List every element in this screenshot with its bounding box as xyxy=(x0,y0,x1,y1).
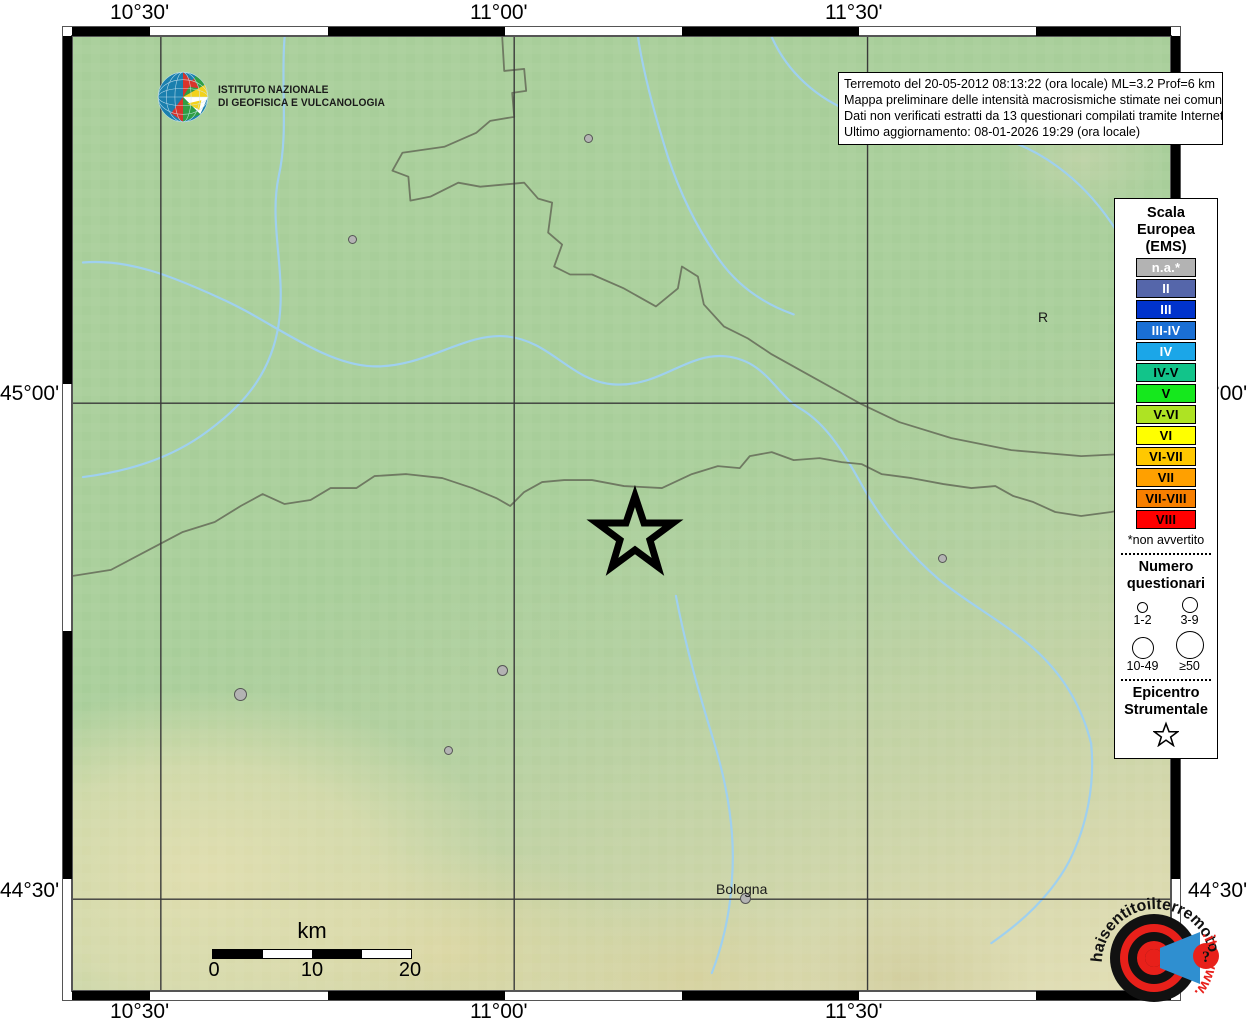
administrative-boundaries-layer xyxy=(73,37,1170,577)
questionnaire-size-label: 10-49 xyxy=(1126,659,1159,673)
legend-epicenter-title-1: Epicentro xyxy=(1132,685,1200,701)
questionnaire-circle-icon xyxy=(1175,631,1204,659)
legend-questionnaire-row: 10-49 ≥50 xyxy=(1119,631,1213,673)
macroseismic-data-point[interactable] xyxy=(347,234,357,244)
legend-epicenter-title-2: Strumentale xyxy=(1124,702,1208,718)
legend-swatch-vii-viii: VII-VIII xyxy=(1136,489,1196,508)
legend-swatch-ii: II xyxy=(1136,279,1196,298)
map-canvas[interactable]: Bologna R xyxy=(72,36,1171,991)
questionnaire-circle-icon xyxy=(1131,637,1154,659)
axis-tick-label-bottom-0: 10°30' xyxy=(110,1000,170,1023)
scale-tick-2: 20 xyxy=(398,959,422,981)
legend-intensity-scale: n.a.* II III III-IV IV IV-V V V-VI VI VI-VII VII VI… xyxy=(1119,258,1213,529)
legend-swatch-viii: VIII xyxy=(1136,510,1196,529)
legend-swatch-iii: III xyxy=(1136,300,1196,319)
axis-tick-label-right-1: 44°30' xyxy=(1188,879,1248,902)
legend-swatch-n-a-: n.a.* xyxy=(1136,258,1196,277)
info-line-data: Dati non verificati estratti da 13 quest… xyxy=(844,109,1223,123)
axis-tick-label-left-0: 45°00' xyxy=(0,382,60,405)
legend-questionnaire-size-1-2: 1-2 xyxy=(1120,602,1166,627)
target-megaphone-icon: ? haisentitoilterremoto .it www. xyxy=(1089,896,1222,1002)
info-line-event: Terremoto del 20-05-2012 08:13:22 (ora l… xyxy=(844,77,1216,91)
ingv-logo: ISTITUTO NAZIONALE DI GEOFISICA E VULCAN… xyxy=(156,70,398,124)
scale-tick-1: 10 xyxy=(300,959,324,981)
legend-questionnaires-title-1: Numero xyxy=(1138,559,1194,575)
axis-tick-label-top-0: 10°30' xyxy=(110,1,170,24)
legend-swatch-vii: VII xyxy=(1136,468,1196,487)
scale-bar-unit: km xyxy=(297,918,327,943)
questionnaire-size-label: 1-2 xyxy=(1133,613,1152,627)
globe-icon xyxy=(157,71,209,123)
axis-tick-label-bottom-2: 11°30' xyxy=(825,1000,883,1023)
axis-tick-label-left-1: 44°30' xyxy=(0,879,60,902)
legend-panel: Scala Europea (EMS) n.a.* II III III-IV IV IV… xyxy=(1114,198,1218,759)
terrain-relief-layer xyxy=(73,37,1170,990)
legend-swatch-v: V xyxy=(1136,384,1196,403)
legend-questionnaire-size-10-49: 10-49 xyxy=(1120,637,1166,673)
epicenter-star-icon[interactable] xyxy=(73,37,1170,990)
legend-questionnaires-title-2: questionari xyxy=(1126,576,1206,592)
info-line-map: Mappa preliminare delle intensità macros… xyxy=(844,93,1223,107)
legend-title-line2: Europea xyxy=(1136,222,1195,238)
axis-tick-label-bottom-1: 11°00' xyxy=(470,1000,528,1023)
legend-swatch-iv-v: IV-V xyxy=(1136,363,1196,382)
legend-questionnaire-row: 1-2 3-9 xyxy=(1119,597,1213,627)
legend-divider-1 xyxy=(1121,553,1211,555)
axis-tick-label-top-2: 11°30' xyxy=(825,1,883,24)
legend-swatch-v-vi: V-VI xyxy=(1136,405,1196,424)
ingv-logo-line2: DI GEOFISICA E VULCANOLOGIA xyxy=(218,97,385,109)
macroseismic-data-point[interactable] xyxy=(233,687,247,701)
axis-tick-label-top-1: 11°00' xyxy=(470,1,528,24)
macroseismic-data-point[interactable] xyxy=(496,664,508,676)
info-line-update: Ultimo aggiornamento: 08-01-2026 19:29 (… xyxy=(844,125,1141,139)
legend-questionnaire-size-≥50: ≥50 xyxy=(1167,631,1213,673)
graticule-layer xyxy=(73,37,1170,990)
map-frame[interactable]: Bologna R Terremoto del 20-05-2012 08:13:… xyxy=(62,26,1223,1002)
svg-text:?: ? xyxy=(1202,949,1210,966)
legend-star-icon xyxy=(1119,721,1213,752)
scale-bar-graphic xyxy=(212,949,412,959)
questionnaire-size-label: 3-9 xyxy=(1180,613,1199,627)
ingv-logo-line1: ISTITUTO NAZIONALE xyxy=(218,83,329,96)
questionnaire-circle-icon xyxy=(1137,602,1148,613)
scale-tick-0: 0 xyxy=(208,959,220,981)
questionnaire-circle-icon xyxy=(1181,597,1198,613)
questionnaire-size-label: ≥50 xyxy=(1179,659,1200,673)
macroseismic-data-point[interactable] xyxy=(739,892,751,904)
legend-questionnaire-size-3-9: 3-9 xyxy=(1167,597,1213,627)
legend-swatch-iii-iv: III-IV xyxy=(1136,321,1196,340)
macroseismic-data-point[interactable] xyxy=(443,745,453,755)
hsit-logo[interactable]: ? haisentitoilterremoto .it www. xyxy=(1084,888,1224,1016)
legend-title-line3: (EMS) xyxy=(1145,239,1187,255)
legend-divider-2 xyxy=(1121,679,1211,681)
legend-swatch-vi-vii: VI-VII xyxy=(1136,447,1196,466)
svg-text:.it: .it xyxy=(1198,928,1220,949)
legend-questionnaire-sizes: 1-2 3-9 10-49 ≥50 xyxy=(1119,597,1213,673)
legend-footnote: *non avvertito xyxy=(1127,533,1205,547)
earthquake-info-box: Terremoto del 20-05-2012 08:13:22 (ora l… xyxy=(838,72,1223,145)
legend-swatch-vi: VI xyxy=(1136,426,1196,445)
macroseismic-data-point[interactable] xyxy=(937,553,947,563)
place-label-r: R xyxy=(1038,309,1049,325)
scale-bar-ticks: 0 10 20 xyxy=(208,959,421,981)
legend-swatch-iv: IV xyxy=(1136,342,1196,361)
macroseismic-data-point[interactable] xyxy=(583,133,593,143)
place-label-bologna: Bologna xyxy=(716,881,768,897)
scale-bar: km 0 10 20 xyxy=(208,918,421,982)
legend-title-line1: Scala xyxy=(1147,205,1185,221)
